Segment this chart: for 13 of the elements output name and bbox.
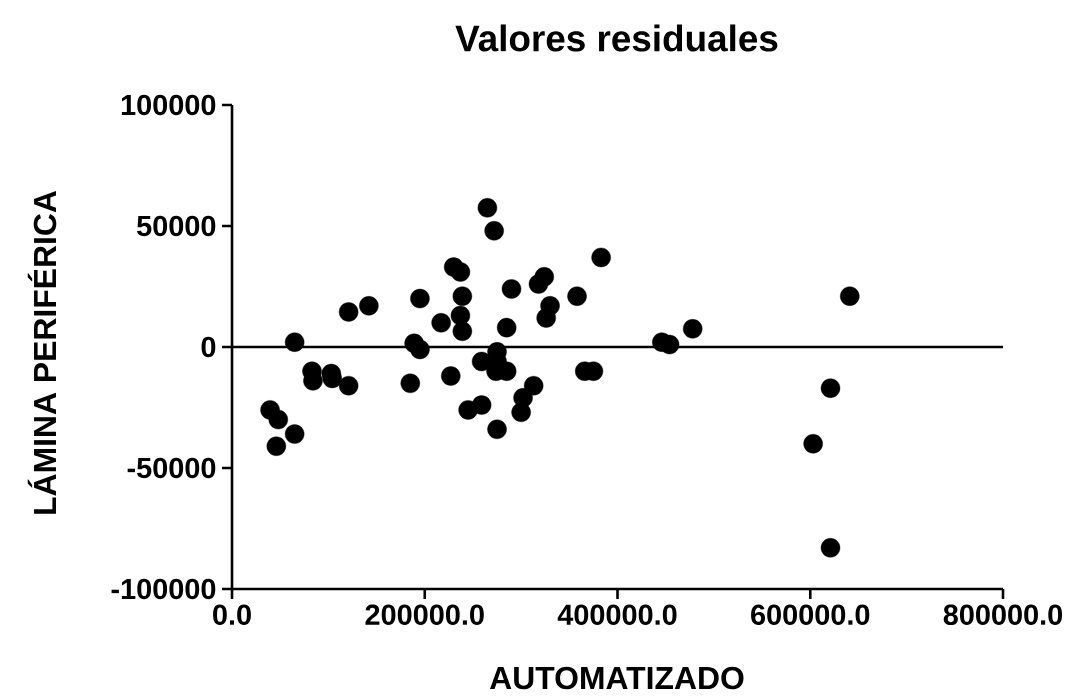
y-tick-label: 50000 <box>137 215 216 237</box>
x-tick-label: 200000.0 <box>365 604 484 625</box>
chart-title: Valores residuales <box>455 24 778 52</box>
x-tick-label: 600000.0 <box>751 604 870 625</box>
x-tick-label: 400000.0 <box>557 604 677 625</box>
y-tick-label: 0 <box>201 336 216 358</box>
x-axis-title: AUTOMATIZADO <box>490 666 744 690</box>
x-tick-label: 0.0 <box>213 604 251 625</box>
y-tick-label: -50000 <box>127 457 216 479</box>
y-axis-title: LÁMINA PERIFÉRICA <box>27 190 57 514</box>
y-tick-label: -100000 <box>111 578 216 600</box>
x-tick-label: 800000.0 <box>943 604 1063 625</box>
y-tick-label: 100000 <box>121 94 216 116</box>
